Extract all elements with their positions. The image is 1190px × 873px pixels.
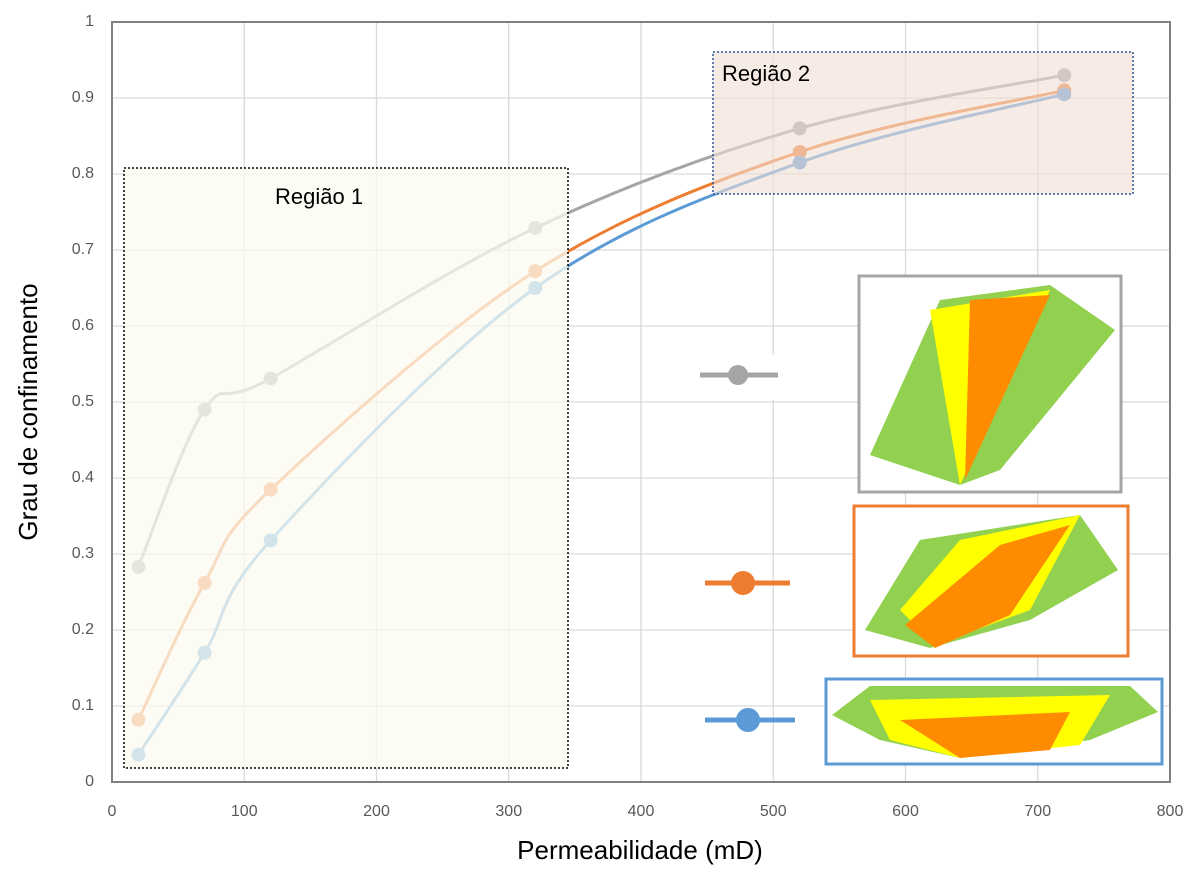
y-tick-label: 0 [85, 773, 94, 790]
y-tick-label: 1 [85, 13, 94, 30]
region-1-label: Região 1 [275, 184, 363, 209]
y-tick-label: 0.6 [72, 317, 94, 334]
legend-marker [731, 571, 755, 595]
y-tick-label: 0.3 [72, 545, 94, 562]
region-1-box [123, 167, 569, 769]
region-2-label: Região 2 [722, 61, 810, 86]
x-tick-label: 500 [760, 803, 787, 820]
y-tick-label: 0.8 [72, 165, 94, 182]
y-tick-label: 0.4 [72, 469, 94, 486]
y-tick-label: 0.2 [72, 621, 94, 638]
y-tick-label: 0.1 [72, 697, 94, 714]
x-tick-label: 0 [108, 803, 117, 820]
plot-border [111, 21, 1171, 783]
region-2-box [712, 51, 1134, 195]
legend-image [905, 525, 1070, 648]
legend [680, 274, 1164, 766]
x-tick-label: 300 [495, 803, 522, 820]
legend-marker [728, 365, 748, 385]
y-tick-label: 0.9 [72, 89, 94, 106]
x-tick-label: 700 [1024, 803, 1051, 820]
y-tick-label: 0.5 [72, 393, 94, 410]
legend-image [900, 712, 1070, 758]
legend-image [965, 295, 1050, 480]
x-tick-label: 100 [231, 803, 258, 820]
y-axis-title: Grau de confinamento [13, 283, 43, 540]
x-axis-title: Permeabilidade (mD) [517, 835, 763, 865]
y-tick-label: 0.7 [72, 241, 94, 258]
x-tick-label: 200 [363, 803, 390, 820]
x-tick-label: 400 [628, 803, 655, 820]
legend-marker [736, 708, 760, 732]
x-tick-label: 800 [1157, 803, 1184, 820]
x-tick-label: 600 [892, 803, 919, 820]
